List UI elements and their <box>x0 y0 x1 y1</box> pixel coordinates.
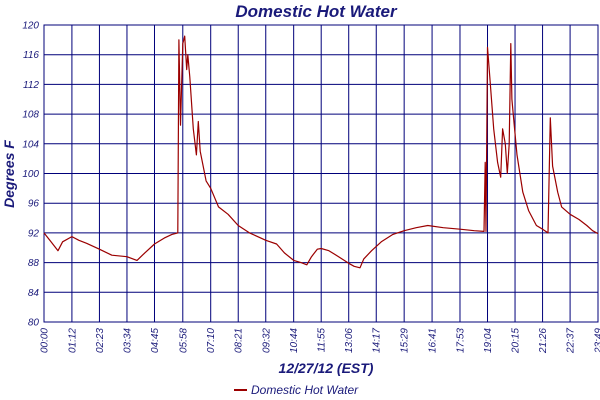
x-tick-label: 11:55 <box>317 328 328 353</box>
series-line-domestic-hot-water <box>43 35 599 269</box>
y-tick-label: 92 <box>28 228 40 239</box>
x-tick-labels: 00:00 01:12 02:23 03:34 04:45 05:58 07:10 08:21… <box>40 328 600 354</box>
x-tick-label: 10:44 <box>289 328 300 353</box>
y-tick-label: 108 <box>22 110 39 121</box>
y-tick-label: 96 <box>28 199 40 210</box>
x-tick-label: 01:12 <box>67 328 78 353</box>
y-tick-label: 120 <box>22 21 39 32</box>
legend: Domestic Hot Water <box>234 383 359 397</box>
chart-title: Domestic Hot Water <box>235 2 398 21</box>
x-tick-label: 08:21 <box>234 328 245 353</box>
x-tick-label: 05:58 <box>178 328 189 353</box>
x-axis-label: 12/27/12 (EST) <box>279 360 374 376</box>
y-tick-label: 80 <box>28 318 40 329</box>
y-tick-label: 112 <box>23 80 39 91</box>
y-tick-label: 88 <box>28 258 40 269</box>
y-axis-label: Degrees F <box>1 140 17 208</box>
x-tick-label: 15:29 <box>400 328 411 353</box>
x-tick-label: 17:53 <box>455 328 466 353</box>
gridlines <box>43 24 599 323</box>
y-tick-label: 100 <box>22 169 39 180</box>
x-tick-label: 19:04 <box>483 328 494 353</box>
y-tick-labels: 80 84 88 92 96 100 104 108 112 116 120 <box>22 21 39 329</box>
y-tick-label: 104 <box>22 139 39 150</box>
y-tick-label: 84 <box>28 288 40 299</box>
x-tick-label: 09:32 <box>261 328 272 353</box>
x-tick-label: 23:49 <box>594 328 600 354</box>
legend-label: Domestic Hot Water <box>251 383 359 397</box>
x-tick-label: 16:41 <box>428 328 439 353</box>
x-tick-label: 02:23 <box>95 328 106 353</box>
x-tick-label: 22:37 <box>566 328 577 354</box>
x-tick-label: 13:06 <box>344 328 355 353</box>
x-tick-label: 21:26 <box>538 328 549 354</box>
x-tick-label: 04:45 <box>150 328 161 353</box>
x-tick-label: 00:00 <box>40 328 51 353</box>
y-tick-label: 116 <box>23 50 39 61</box>
x-tick-label: 03:34 <box>122 328 133 353</box>
x-tick-label: 14:17 <box>372 328 383 353</box>
x-tick-label: 07:10 <box>206 328 217 353</box>
x-tick-label: 20:15 <box>511 328 522 354</box>
plot-area-border <box>43 24 599 323</box>
